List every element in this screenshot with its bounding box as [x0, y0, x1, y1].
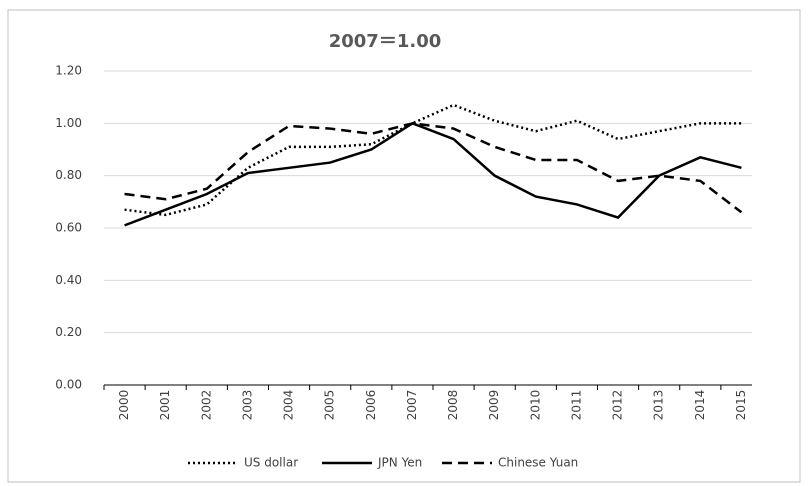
series-line: [124, 122, 743, 214]
legend-label: US dollar: [244, 456, 298, 470]
chart-frame: [7, 9, 801, 483]
legend-label: Chinese Yuan: [498, 456, 578, 470]
x-tick-label: 2001: [158, 390, 172, 421]
x-tick-label: 2003: [240, 390, 254, 421]
x-tick-label: 2009: [487, 390, 501, 421]
chart-title: 2007＝1.00: [329, 31, 442, 52]
x-tick-label: 2014: [693, 390, 707, 421]
x-tick-label: 2005: [323, 390, 337, 421]
y-tick-label: 0.20: [55, 325, 82, 339]
x-tick-label: 2007: [405, 390, 419, 421]
series-line: [124, 103, 742, 217]
x-tick-label: 2000: [117, 390, 131, 421]
x-tick-label: 2011: [569, 390, 583, 421]
y-tick-label: 0.40: [55, 273, 82, 287]
x-tick-label: 2006: [364, 390, 378, 421]
y-tick-label: 1.00: [55, 116, 82, 130]
x-tick-label: 2008: [446, 390, 460, 421]
y-tick-label: 0.00: [55, 378, 82, 392]
x-tick-label: 2013: [652, 390, 666, 421]
y-tick-label: 0.60: [55, 221, 82, 235]
series-line: [124, 121, 742, 227]
x-tick-label: 2015: [734, 390, 748, 421]
x-tick-label: 2010: [528, 390, 542, 421]
y-tick-label: 0.80: [55, 168, 82, 182]
x-tick-label: 2012: [611, 390, 625, 421]
y-tick-label: 1.20: [55, 64, 82, 78]
legend-label: JPN Yen: [377, 456, 422, 470]
x-tick-label: 2002: [199, 390, 213, 421]
x-tick-label: 2004: [282, 390, 296, 421]
